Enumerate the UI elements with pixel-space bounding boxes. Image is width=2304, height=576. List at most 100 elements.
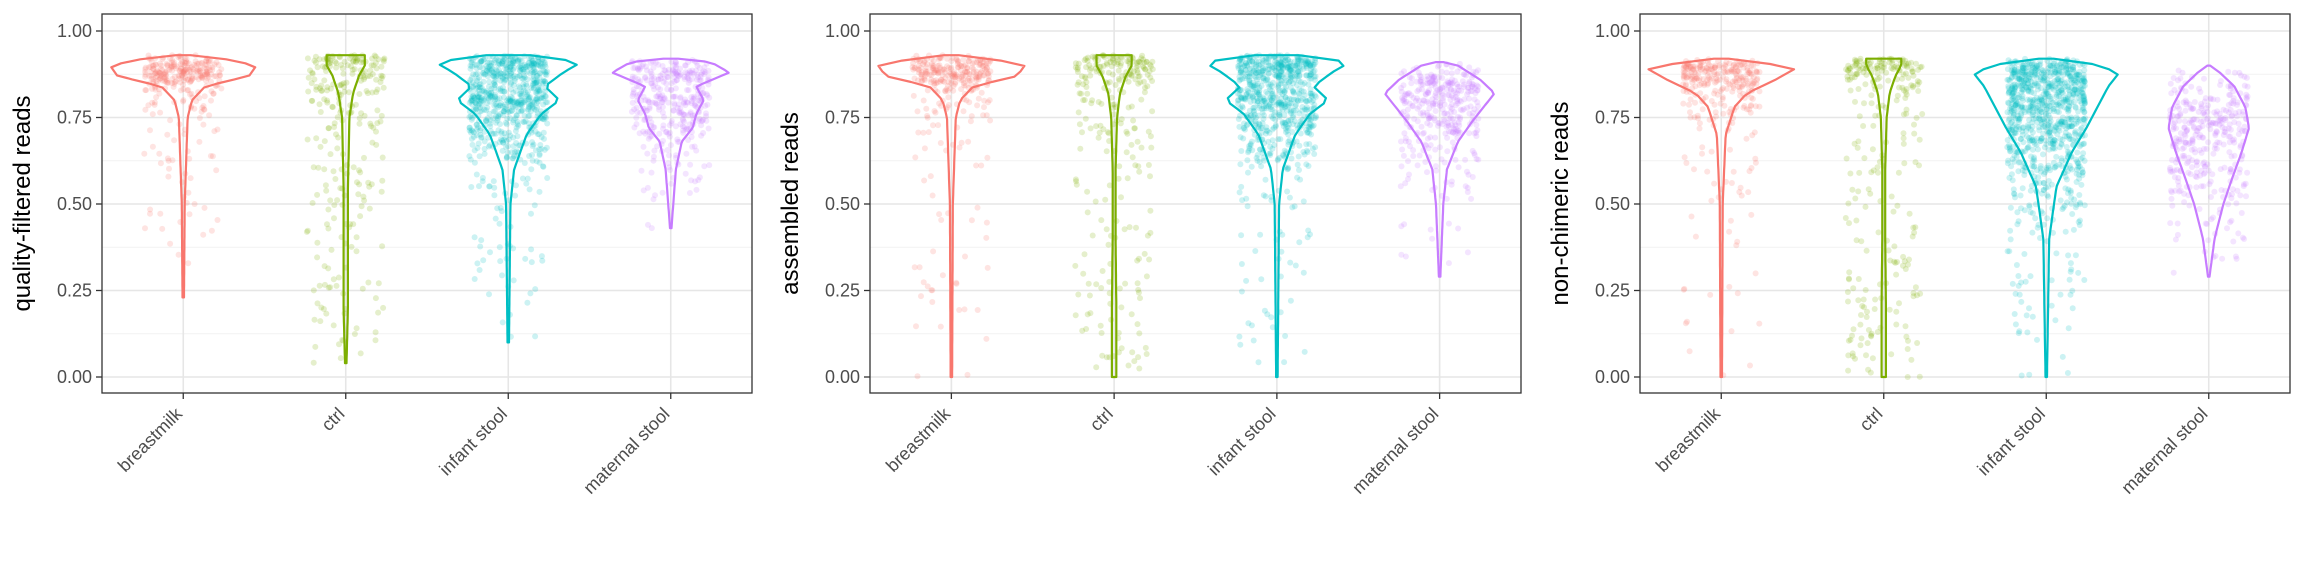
data-point	[2034, 336, 2040, 343]
data-point	[540, 77, 547, 84]
data-point	[360, 193, 367, 200]
data-point	[193, 98, 200, 105]
data-point	[490, 115, 497, 122]
data-point	[660, 137, 666, 144]
data-point	[1914, 78, 1921, 85]
data-point	[369, 71, 376, 78]
data-point	[646, 104, 653, 110]
data-point	[2019, 97, 2026, 104]
data-point	[1860, 123, 1867, 129]
data-point	[1253, 154, 1260, 161]
data-point	[492, 119, 499, 126]
data-point	[1696, 125, 1703, 132]
data-point	[493, 73, 500, 80]
data-point	[321, 263, 328, 270]
data-point	[2081, 67, 2088, 74]
data-point	[1443, 69, 1450, 76]
data-point	[206, 67, 213, 74]
data-point	[494, 205, 501, 212]
data-point	[527, 290, 534, 297]
data-point	[1285, 125, 1292, 131]
data-point	[1142, 66, 1149, 73]
data-point	[2015, 159, 2022, 166]
data-point	[511, 60, 517, 66]
data-point	[504, 64, 510, 70]
data-point	[325, 265, 332, 272]
data-point	[633, 121, 640, 128]
data-point	[147, 68, 154, 75]
data-point	[1862, 81, 1869, 88]
data-point	[484, 99, 490, 106]
data-point	[164, 77, 171, 84]
data-point	[1863, 314, 1870, 320]
data-point	[2065, 252, 2072, 259]
data-point	[542, 78, 548, 85]
data-point	[1409, 102, 1416, 109]
data-point	[492, 130, 499, 137]
data-point	[974, 307, 981, 313]
data-point	[470, 71, 477, 78]
data-point	[157, 60, 164, 67]
data-point	[661, 114, 667, 120]
data-point	[196, 115, 203, 121]
data-point	[1903, 333, 1910, 340]
data-point	[330, 168, 337, 175]
data-point	[186, 67, 193, 73]
data-point	[2075, 164, 2082, 171]
data-point	[1128, 103, 1135, 110]
data-point	[357, 213, 364, 220]
data-point	[353, 248, 360, 255]
data-point	[507, 60, 514, 67]
data-point	[373, 141, 380, 148]
data-point	[1445, 123, 1452, 129]
data-point	[530, 80, 536, 87]
data-point	[338, 81, 345, 88]
data-point	[142, 69, 149, 75]
data-point	[540, 101, 547, 108]
data-point	[630, 89, 637, 96]
data-point	[173, 63, 180, 70]
data-point	[954, 73, 961, 80]
data-point	[358, 56, 365, 63]
data-point	[161, 70, 168, 77]
data-point	[471, 234, 478, 241]
data-point	[533, 100, 540, 106]
data-point	[2067, 260, 2074, 267]
data-point	[331, 120, 338, 127]
data-point	[2044, 102, 2051, 109]
data-point	[1438, 68, 1445, 75]
data-point	[1857, 342, 1864, 349]
data-point	[2004, 160, 2011, 167]
data-point	[680, 129, 687, 136]
data-point	[1903, 106, 1910, 113]
data-point	[1448, 70, 1455, 77]
data-point	[974, 204, 981, 211]
data-point	[184, 64, 191, 71]
data-point	[1847, 70, 1854, 77]
data-point	[2017, 192, 2024, 199]
data-point	[472, 100, 479, 107]
data-point	[1868, 332, 1874, 339]
data-point	[485, 95, 492, 102]
data-point	[521, 112, 528, 119]
data-point	[526, 153, 533, 159]
data-point	[474, 260, 481, 267]
data-point	[476, 83, 483, 90]
data-point	[686, 77, 693, 84]
data-point	[541, 146, 548, 153]
data-point	[2196, 206, 2203, 212]
data-point	[647, 133, 654, 140]
x-tick-label: maternal stool	[579, 404, 673, 498]
data-point	[203, 68, 210, 75]
data-point	[910, 66, 917, 73]
data-point	[500, 139, 507, 146]
data-point	[313, 83, 320, 90]
data-point	[2066, 123, 2073, 130]
data-point	[1427, 226, 1434, 233]
data-point	[208, 97, 214, 104]
data-point	[369, 139, 376, 146]
data-point	[326, 60, 333, 67]
data-point	[507, 96, 514, 103]
data-point	[517, 67, 524, 74]
